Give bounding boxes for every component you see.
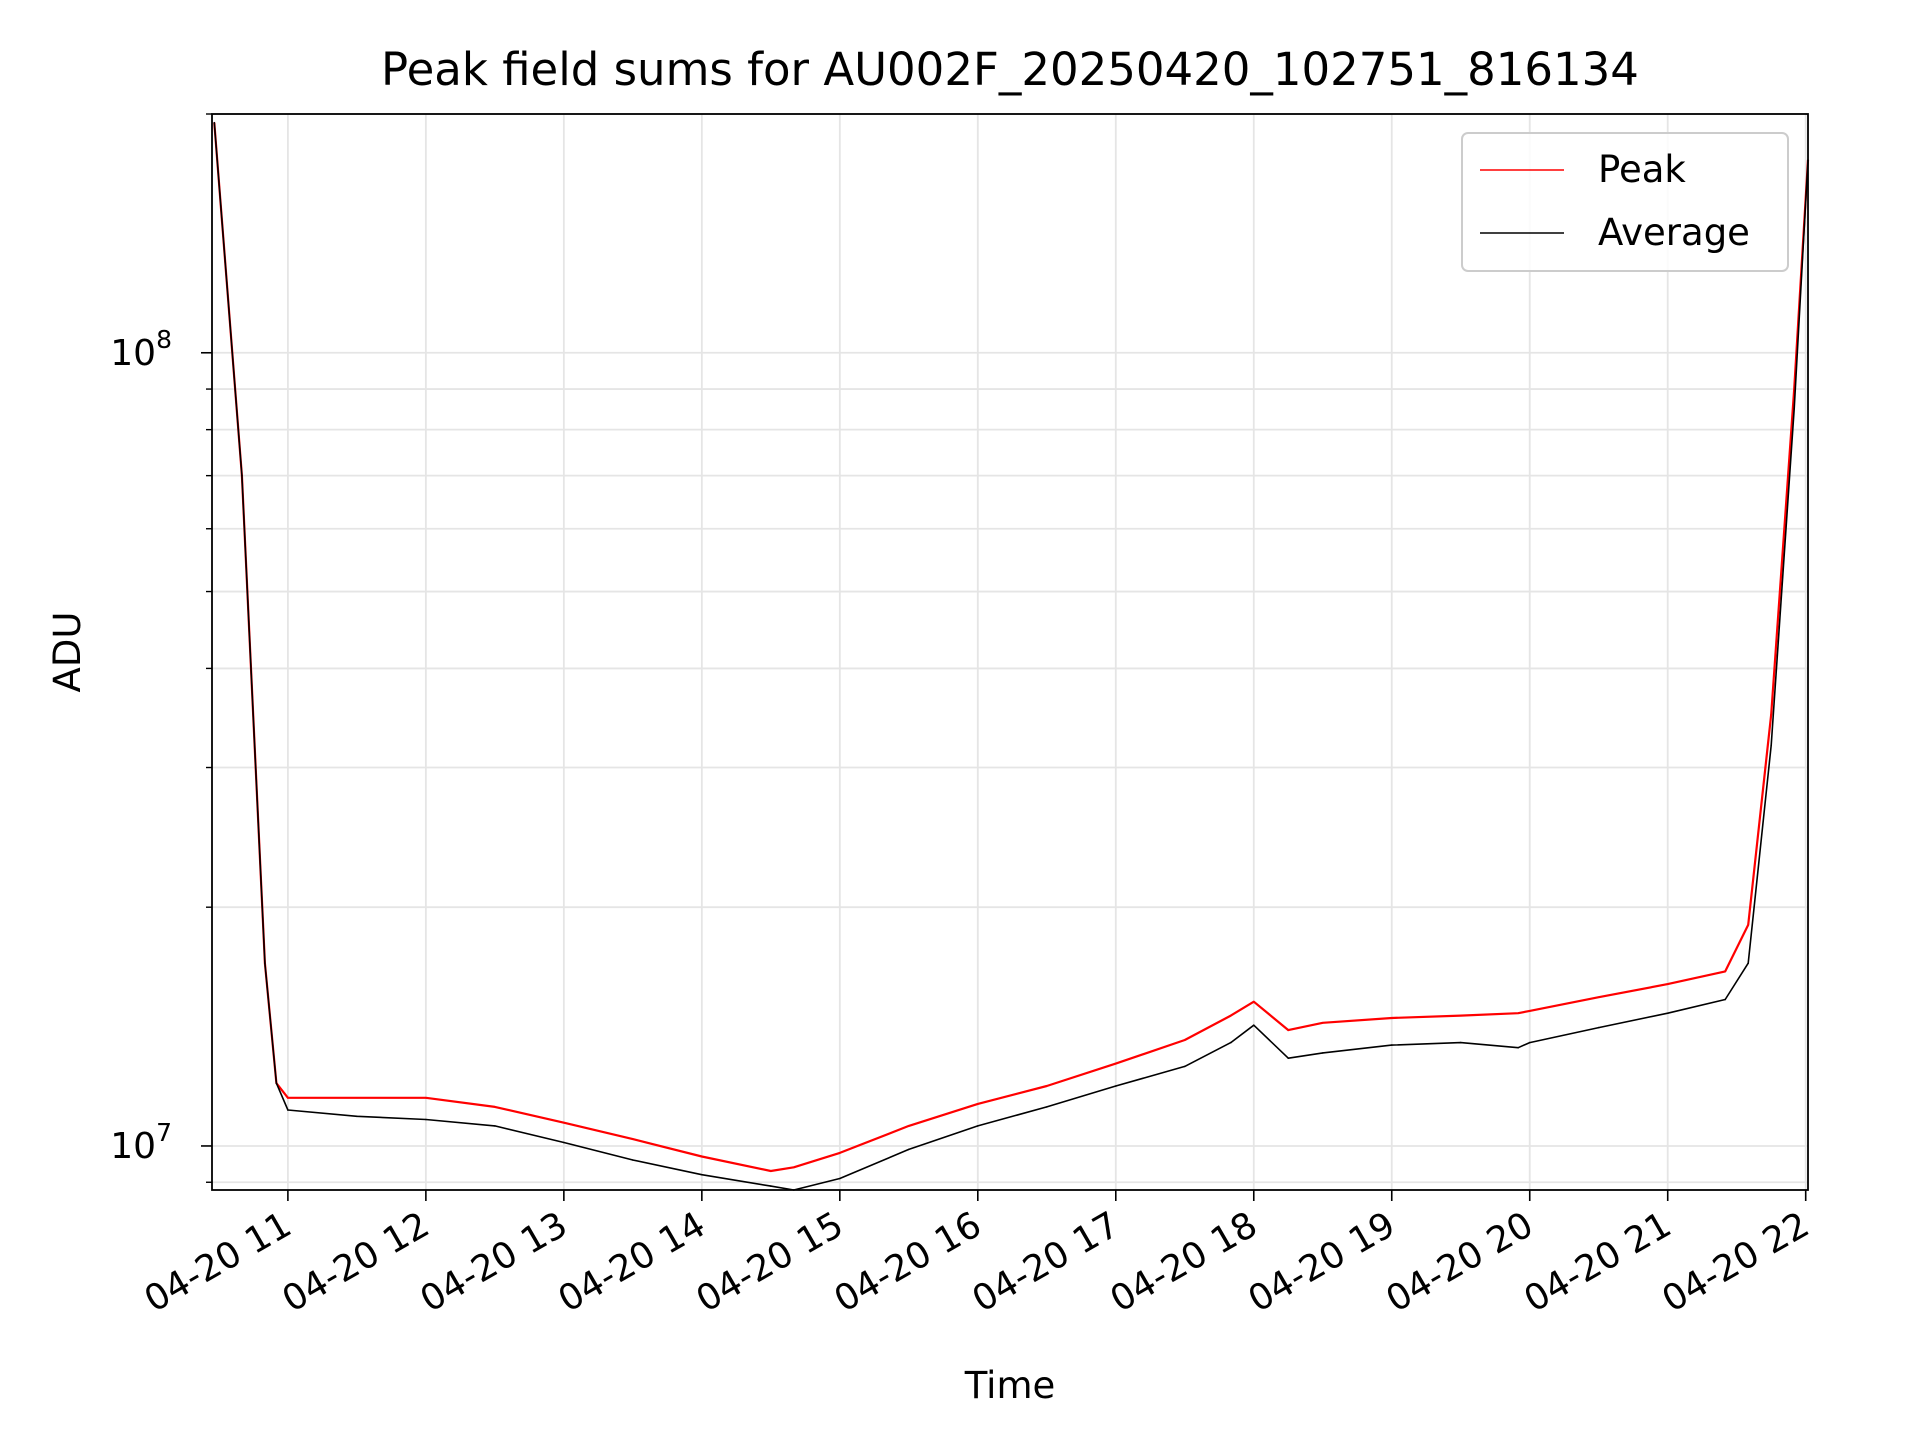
data-point-average — [908, 1148, 910, 1151]
data-point-peak — [1747, 924, 1749, 926]
data-point-average — [494, 1125, 496, 1127]
data-point-average — [1230, 1041, 1232, 1044]
data-point-average — [1747, 962, 1749, 964]
data-point-peak — [1253, 1000, 1255, 1003]
data-point-average — [1391, 1044, 1393, 1046]
data-point-peak — [1184, 1039, 1186, 1041]
data-point-average — [1115, 1085, 1117, 1087]
data-point-average — [839, 1177, 841, 1180]
data-point-average — [1184, 1065, 1186, 1068]
data-point-peak — [1597, 996, 1600, 998]
data-point-peak — [1287, 1029, 1290, 1031]
plot-background — [212, 114, 1808, 1190]
data-point-average — [1287, 1057, 1290, 1059]
y-major-gridlines — [212, 351, 1808, 1147]
data-point-peak — [839, 1152, 841, 1154]
data-point-average — [701, 1173, 703, 1176]
data-point-average — [1253, 1024, 1255, 1026]
data-point-average — [1793, 408, 1795, 410]
data-point-average — [287, 1109, 289, 1111]
data-point-average — [770, 1185, 772, 1187]
data-point-average — [1322, 1052, 1324, 1054]
data-point-peak — [908, 1125, 910, 1127]
data-point-peak — [1770, 713, 1772, 716]
legend-label-peak: Peak — [1598, 148, 1686, 191]
data-point-average — [1046, 1106, 1048, 1108]
data-point-peak — [494, 1106, 496, 1108]
data-point-peak — [356, 1097, 358, 1099]
data-point-peak — [563, 1121, 565, 1124]
y-axis-label: ADU — [46, 612, 89, 693]
data-point-average — [563, 1141, 565, 1144]
series-line-peak — [213, 122, 1810, 1173]
data-point-average — [632, 1159, 634, 1161]
data-point-average — [275, 1082, 278, 1084]
data-point-average — [425, 1118, 427, 1121]
legend-box — [1461, 132, 1789, 272]
data-point-peak — [1115, 1062, 1117, 1065]
data-point-peak — [1517, 1012, 1519, 1014]
data-point-peak — [793, 1166, 795, 1169]
x-gridlines — [286, 114, 1807, 1190]
data-point-peak — [977, 1103, 979, 1105]
legend-label-average: Average — [1598, 211, 1750, 254]
chart-title: Peak field sums for AU002F_20250420_1027… — [381, 43, 1639, 96]
data-point-peak — [425, 1097, 427, 1099]
data-point-average — [213, 121, 216, 124]
data-point-peak — [1724, 970, 1726, 973]
data-point-average — [1666, 1012, 1669, 1014]
data-point-peak — [287, 1097, 289, 1099]
y-tick-label-base: 10 — [110, 333, 156, 374]
data-point-average — [356, 1115, 358, 1118]
data-point-peak — [1528, 1010, 1531, 1012]
x-axis-label: Time — [964, 1364, 1056, 1407]
data-point-peak — [632, 1138, 634, 1140]
plot-frame — [211, 113, 1809, 1191]
data-point-average — [241, 474, 243, 477]
y-tick-label-exp: 8 — [156, 325, 172, 354]
data-point-peak — [1322, 1022, 1324, 1024]
y-tick-label: 108 — [110, 325, 172, 374]
data-point-average — [977, 1125, 979, 1127]
data-point-average — [1770, 744, 1772, 747]
data-point-average — [1528, 1041, 1531, 1044]
series-layer — [213, 121, 1810, 1191]
data-point-peak — [770, 1170, 772, 1172]
y-tick-label-base: 10 — [110, 1126, 156, 1167]
data-point-peak — [701, 1155, 703, 1158]
y-tick-label: 107 — [110, 1118, 172, 1167]
data-point-peak — [1666, 983, 1669, 985]
data-point-peak — [1230, 1014, 1232, 1017]
data-point-average — [1597, 1026, 1600, 1029]
legend: Peak Average — [1461, 132, 1789, 272]
series-line-average — [213, 122, 1809, 1191]
y-tick-label-exp: 7 — [156, 1118, 172, 1147]
data-point-average — [264, 962, 266, 964]
data-point-average — [1459, 1041, 1462, 1044]
data-point-peak — [1391, 1017, 1393, 1019]
data-point-peak — [1459, 1014, 1462, 1017]
data-point-average — [1724, 998, 1726, 1001]
data-point-average — [1517, 1046, 1519, 1049]
data-point-peak — [1046, 1085, 1048, 1087]
